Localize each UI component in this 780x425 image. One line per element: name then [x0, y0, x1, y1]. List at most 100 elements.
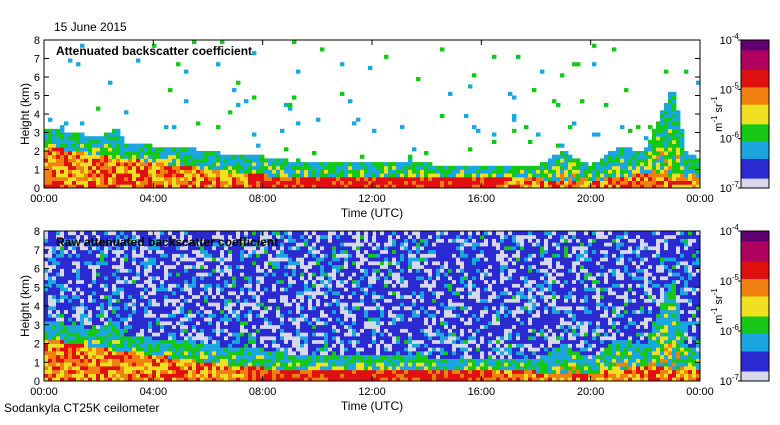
backscatter-cell	[108, 351, 112, 355]
backscatter-cell	[348, 314, 352, 318]
backscatter-cell	[620, 125, 624, 129]
backscatter-cell	[564, 158, 568, 162]
backscatter-cell	[676, 177, 680, 181]
backscatter-cell	[204, 177, 208, 181]
backscatter-cell	[280, 246, 284, 250]
backscatter-cell	[516, 170, 520, 174]
backscatter-cell	[560, 162, 564, 166]
backscatter-cell	[352, 261, 356, 265]
backscatter-cell	[356, 170, 360, 174]
backscatter-cell	[356, 181, 360, 185]
backscatter-cell	[72, 306, 76, 310]
backscatter-cell	[228, 181, 232, 185]
backscatter-cell	[60, 151, 64, 155]
backscatter-cell	[244, 162, 248, 166]
backscatter-cell	[664, 144, 668, 148]
backscatter-cell	[132, 310, 136, 314]
backscatter-cell	[100, 181, 104, 185]
backscatter-cell	[152, 280, 156, 284]
backscatter-cell	[248, 332, 252, 336]
backscatter-cell	[324, 170, 328, 174]
backscatter-cell	[80, 151, 84, 155]
backscatter-cell	[644, 173, 648, 177]
backscatter-cell	[340, 287, 344, 291]
backscatter-cell	[240, 261, 244, 265]
backscatter-cell	[520, 177, 524, 181]
backscatter-cell	[116, 181, 120, 185]
backscatter-cell	[112, 284, 116, 288]
backscatter-cell	[308, 242, 312, 246]
backscatter-cell	[208, 280, 212, 284]
backscatter-cell	[116, 284, 120, 288]
backscatter-cell	[348, 302, 352, 306]
backscatter-cell	[668, 140, 672, 144]
backscatter-cell	[408, 173, 412, 177]
backscatter-cell	[676, 144, 680, 148]
backscatter-cell	[244, 321, 248, 325]
backscatter-cell	[448, 177, 452, 181]
backscatter-cell	[248, 269, 252, 273]
backscatter-cell	[136, 355, 140, 359]
backscatter-cell	[672, 110, 676, 114]
backscatter-cell	[100, 329, 104, 333]
backscatter-cell	[300, 250, 304, 254]
backscatter-cell	[72, 261, 76, 265]
backscatter-cell	[156, 310, 160, 314]
backscatter-cell	[316, 181, 320, 185]
backscatter-cell	[100, 295, 104, 299]
backscatter-cell	[616, 158, 620, 162]
backscatter-cell	[128, 261, 132, 265]
backscatter-cell	[184, 340, 188, 344]
backscatter-cell	[272, 265, 276, 269]
backscatter-cell	[316, 162, 320, 166]
backscatter-cell	[172, 166, 176, 170]
backscatter-cell	[104, 170, 108, 174]
backscatter-cell	[152, 344, 156, 348]
backscatter-cell	[296, 235, 300, 239]
backscatter-cell	[44, 250, 48, 254]
backscatter-cell	[292, 231, 296, 235]
backscatter-cell	[280, 254, 284, 258]
backscatter-cell	[664, 118, 668, 122]
backscatter-cell	[96, 374, 100, 378]
backscatter-cell	[184, 336, 188, 340]
backscatter-cell	[48, 144, 52, 148]
backscatter-cell	[292, 366, 296, 370]
x-axis-label: Time (UTC)	[341, 206, 403, 220]
backscatter-cell	[628, 166, 632, 170]
backscatter-cell	[244, 362, 248, 366]
backscatter-cell	[288, 317, 292, 321]
backscatter-cell	[284, 347, 288, 351]
backscatter-cell	[88, 181, 92, 185]
backscatter-cell	[60, 295, 64, 299]
backscatter-cell	[120, 366, 124, 370]
backscatter-cell	[120, 140, 124, 144]
backscatter-cell	[228, 306, 232, 310]
backscatter-cell	[224, 362, 228, 366]
backscatter-cell	[148, 295, 152, 299]
backscatter-cell	[444, 181, 448, 185]
backscatter-cell	[260, 173, 264, 177]
backscatter-cell	[88, 162, 92, 166]
backscatter-cell	[296, 374, 300, 378]
backscatter-cell	[644, 162, 648, 166]
backscatter-cell	[660, 166, 664, 170]
backscatter-cell	[336, 173, 340, 177]
backscatter-cell	[44, 158, 48, 162]
backscatter-cell	[332, 317, 336, 321]
backscatter-cell	[72, 276, 76, 280]
backscatter-cell	[236, 181, 240, 185]
backscatter-cell	[252, 272, 256, 276]
backscatter-cell	[80, 366, 84, 370]
backscatter-cell	[172, 265, 176, 269]
backscatter-cell	[60, 340, 64, 344]
backscatter-cell	[92, 321, 96, 325]
backscatter-cell	[128, 177, 132, 181]
backscatter-cell	[348, 287, 352, 291]
backscatter-cell	[96, 321, 100, 325]
backscatter-cell	[328, 329, 332, 333]
backscatter-cell	[604, 158, 608, 162]
backscatter-cell	[188, 162, 192, 166]
backscatter-cell	[212, 340, 216, 344]
backscatter-cell	[304, 231, 308, 235]
